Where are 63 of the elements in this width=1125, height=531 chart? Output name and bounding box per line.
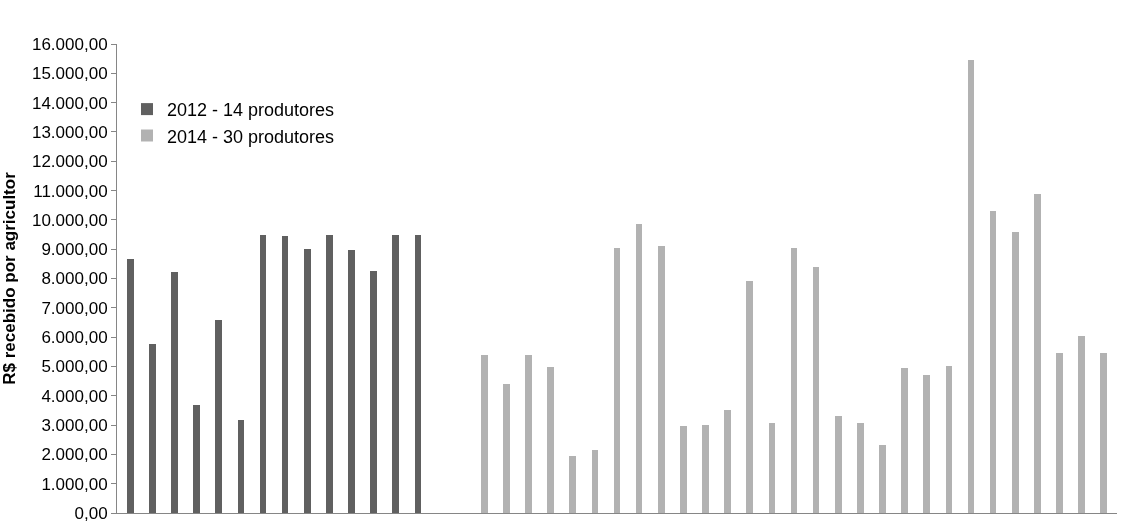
bar	[923, 375, 930, 513]
bar	[481, 355, 488, 513]
legend-label: 2012 - 14 produtores	[167, 100, 335, 121]
bar	[282, 236, 288, 513]
bar	[990, 211, 996, 513]
y-tick-label: 11.000,00	[33, 181, 108, 201]
bar	[215, 320, 222, 513]
bar	[547, 367, 554, 513]
y-tick-label: 9.000,00	[41, 240, 108, 260]
bar	[592, 450, 598, 513]
y-tick-label: 2.000,00	[41, 445, 108, 465]
y-tick-label: 5.000,00	[41, 357, 108, 377]
y-tick-label: 4.000,00	[41, 386, 108, 406]
bar	[901, 368, 908, 513]
y-tick-label: 3.000,00	[41, 416, 108, 436]
bar	[746, 281, 753, 513]
bar	[171, 272, 178, 513]
legend-label: 2014 - 30 produtores	[167, 126, 335, 147]
bar	[392, 235, 399, 513]
bar	[968, 60, 974, 513]
bar	[1056, 353, 1063, 513]
bar	[348, 250, 355, 513]
y-tick-label: 12.000,00	[31, 152, 108, 172]
y-tick-label: 14.000,00	[31, 93, 108, 113]
bar	[304, 249, 311, 513]
y-tick-label: 10.000,00	[31, 210, 108, 230]
y-tick-label: 13.000,00	[31, 122, 108, 142]
bar	[525, 355, 532, 513]
bar	[1078, 336, 1085, 513]
bar	[260, 235, 266, 513]
bar	[614, 248, 620, 513]
y-axis-title: R$ recebido por agricultor	[0, 171, 19, 385]
y-tick-label: 7.000,00	[41, 298, 108, 318]
bar	[326, 235, 333, 513]
bar	[835, 416, 842, 513]
y-tick-label: 6.000,00	[41, 328, 108, 348]
bar	[879, 445, 886, 513]
bar	[149, 344, 156, 513]
bar	[680, 426, 687, 513]
bar	[569, 456, 576, 513]
bar	[127, 259, 134, 513]
y-tick-label: 16.000,00	[31, 34, 108, 54]
bar	[791, 248, 797, 513]
y-tick-label: 0,00	[74, 503, 108, 523]
bar	[857, 423, 864, 513]
bar	[503, 384, 510, 513]
bar	[724, 410, 731, 513]
y-tick-label: 1.000,00	[41, 474, 108, 494]
y-tick-label: 8.000,00	[41, 269, 108, 289]
bar	[1034, 194, 1041, 513]
bar	[769, 423, 775, 513]
bar	[415, 235, 421, 513]
bar	[238, 420, 244, 513]
bar	[1100, 353, 1107, 513]
bar	[636, 224, 642, 513]
bar	[193, 405, 200, 513]
bar	[370, 271, 377, 513]
y-tick-label: 15.000,00	[31, 64, 108, 84]
bar	[1012, 232, 1019, 513]
bar	[813, 267, 819, 513]
bar	[658, 246, 665, 513]
bar	[946, 366, 952, 513]
bar	[702, 425, 709, 513]
